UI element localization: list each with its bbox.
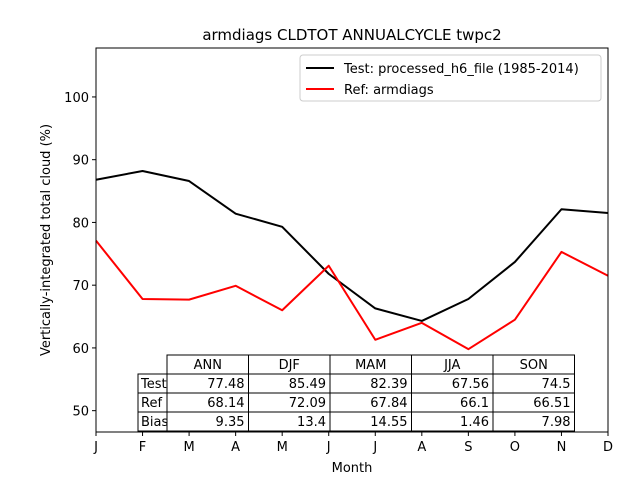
y-axis-label: Vertically-integrated total cloud (%) xyxy=(39,124,54,356)
table-cell-value: 7.98 xyxy=(542,415,571,430)
annual-cycle-chart: armdiags CLDTOT ANNUALCYCLE twpc2 ANN DJF… xyxy=(0,0,640,480)
y-axis: 50 60 70 80 90 100 xyxy=(64,91,96,420)
x-tick-label: M xyxy=(277,440,288,455)
x-tick-label: F xyxy=(139,440,146,455)
x-tick-label: A xyxy=(417,440,426,455)
table-cell-value: 74.5 xyxy=(542,377,571,392)
y-tick-label: 90 xyxy=(72,154,89,169)
table-cell-value: 9.35 xyxy=(216,415,245,430)
legend-label: Test: processed_h6_file (1985-2014) xyxy=(343,62,579,77)
y-tick-label: 60 xyxy=(72,342,89,357)
table-column-header: ANN xyxy=(194,358,222,373)
table-cell-value: 13.4 xyxy=(297,415,326,430)
x-tick-label: A xyxy=(231,440,240,455)
table-cell-value: 67.84 xyxy=(370,396,407,411)
table-cell-value: 82.39 xyxy=(370,377,407,392)
y-tick-label: 70 xyxy=(72,279,89,294)
table-column-header: MAM xyxy=(355,358,386,373)
x-tick-label: J xyxy=(326,440,331,455)
x-tick-label: J xyxy=(372,440,377,455)
table-cell-value: 14.55 xyxy=(370,415,407,430)
table-cell-value: 85.49 xyxy=(289,377,326,392)
stats-table: ANN DJF MAM JJA SON Test 77.48 85.49 82.39 67.56 7… xyxy=(138,355,575,431)
table-cell-value: 68.14 xyxy=(207,396,244,411)
chart-title: armdiags CLDTOT ANNUALCYCLE twpc2 xyxy=(202,26,501,44)
table-cell-value: 67.56 xyxy=(452,377,489,392)
table-cell-value: 66.51 xyxy=(533,396,570,411)
x-axis-label: Month xyxy=(332,461,373,476)
x-tick-label: O xyxy=(510,440,520,455)
table-row-label: Ref xyxy=(141,396,162,411)
table-column-header: DJF xyxy=(279,358,300,373)
legend: Test: processed_h6_file (1985-2014) Ref: … xyxy=(300,55,601,101)
table-column-header: SON xyxy=(520,358,548,373)
y-tick-label: 80 xyxy=(72,216,89,231)
table-row-label: Bias xyxy=(141,415,168,430)
x-tick-label: D xyxy=(603,440,613,455)
table-cell-value: 72.09 xyxy=(289,396,326,411)
table-cell-value: 77.48 xyxy=(207,377,244,392)
x-tick-label: S xyxy=(464,440,472,455)
table-cell-value: 66.1 xyxy=(460,396,489,411)
x-tick-label: M xyxy=(183,440,194,455)
x-tick-label: N xyxy=(557,440,567,455)
table-column-header: JJA xyxy=(443,358,460,373)
y-tick-label: 50 xyxy=(72,405,89,420)
x-tick-label: J xyxy=(93,440,98,455)
legend-label: Ref: armdiags xyxy=(344,83,434,98)
series-line-ref xyxy=(96,241,608,350)
table-cell-value: 1.46 xyxy=(460,415,489,430)
y-tick-label: 100 xyxy=(64,91,89,106)
table-row-label: Test xyxy=(140,377,167,392)
